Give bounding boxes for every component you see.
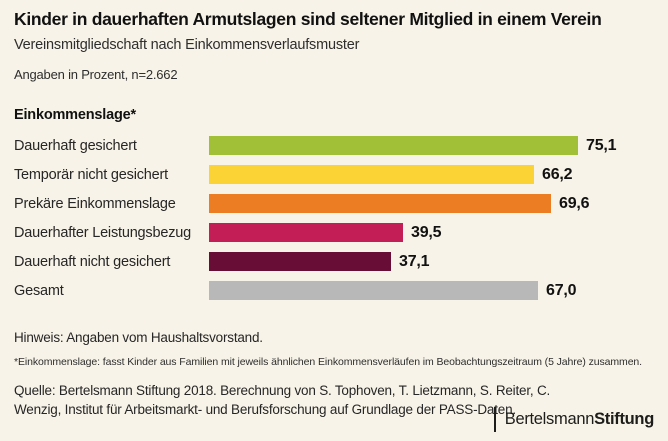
bar [209,136,578,155]
category-label: Dauerhaft nicht gesichert [14,253,171,270]
bar-track: 69,6 [209,189,658,218]
logo-brand-regular: Bertelsmann [504,410,595,428]
value-label: 75,1 [586,136,617,154]
chart-row: Dauerhaft gesichert 75,1 [14,131,658,160]
category-label: Prekäre Einkommenslage [14,195,176,212]
bar-track: 66,2 [209,160,658,189]
category-label: Dauerhafter Leistungsbezug [14,224,191,241]
hint-text: Hinweis: Angaben vom Haushaltsvorstand. [14,330,263,345]
bar [209,252,391,271]
bertelsmann-stiftung-logo: BertelsmannStiftung [493,407,655,432]
value-label: 37,1 [399,252,430,270]
bar-track: 75,1 [209,131,658,160]
logo-brand-bold: Stiftung [594,410,654,428]
bar-track: 67,0 [209,276,658,305]
page-subtitle: Vereinsmitgliedschaft nach Einkommensver… [14,37,360,53]
footnote-text: *Einkommenslage: fasst Kinder aus Famili… [14,356,642,368]
logo-divider-bar [493,407,496,432]
value-label: 67,0 [546,281,577,299]
chart-row: Gesamt 67,0 [14,276,658,305]
chart-row: Dauerhafter Leistungsbezug 39,5 [14,218,658,247]
units-note: Angaben in Prozent, n=2.662 [14,67,178,82]
bar-chart: Dauerhaft gesichert 75,1 Temporär nicht ge… [14,131,658,305]
source-text: Quelle: Bertelsmann Stiftung 2018. Berec… [14,383,551,417]
value-label: 39,5 [411,223,442,241]
value-label: 66,2 [542,165,573,183]
chart-row: Temporär nicht gesichert 66,2 [14,160,658,189]
axis-group-label: Einkommenslage* [14,107,136,123]
page-title: Kinder in dauerhaften Armutslagen sind s… [14,9,602,29]
value-label: 69,6 [559,194,590,212]
bar [209,194,551,213]
chart-row: Prekäre Einkommenslage 69,6 [14,189,658,218]
bar [209,281,538,300]
chart-row: Dauerhaft nicht gesichert 37,1 [14,247,658,276]
bar [209,165,534,184]
logo-wordmark: BertelsmannStiftung [504,410,655,429]
category-label: Gesamt [14,282,64,299]
category-label: Dauerhaft gesichert [14,137,137,154]
category-label: Temporär nicht gesichert [14,166,168,183]
bar-track: 39,5 [209,218,658,247]
bar [209,223,403,242]
bar-track: 37,1 [209,247,658,276]
